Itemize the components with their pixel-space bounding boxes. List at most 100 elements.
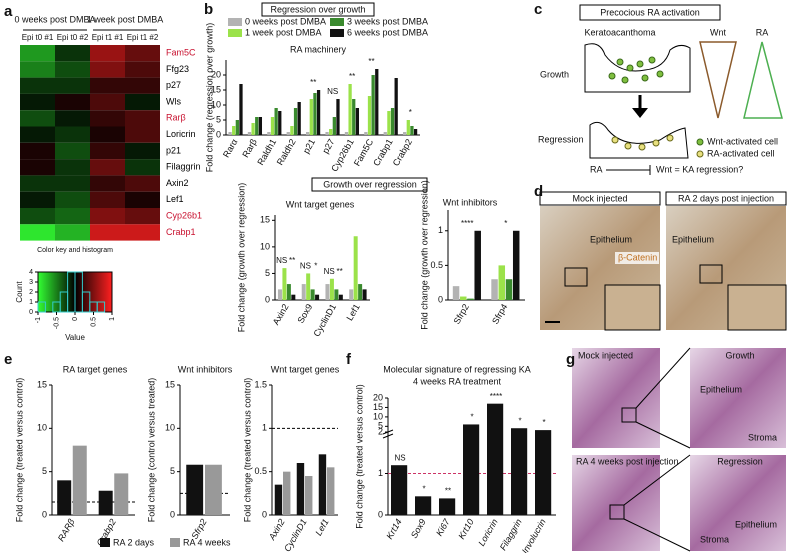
y-tick-label: 0.5 (430, 260, 443, 270)
column-label: Epi t0 #1 (22, 33, 54, 42)
bar (498, 265, 506, 300)
y-tick-label: 5 (170, 466, 175, 476)
heat-cell (55, 175, 90, 192)
bar (375, 69, 379, 135)
chart-title: Regression over growth (270, 4, 365, 14)
heat-cell (55, 224, 90, 241)
wnt-cells (608, 56, 664, 84)
bar (297, 102, 301, 135)
significance: **** (490, 392, 502, 401)
legend-label: 0 weeks post DMBA (245, 16, 326, 26)
micrograph (690, 455, 786, 551)
zoom-box (564, 267, 588, 287)
bar (383, 132, 387, 135)
title-box (311, 177, 428, 192)
heat-cell (20, 45, 55, 62)
heat-cell (55, 61, 90, 78)
y-tick-label: 15 (260, 215, 270, 225)
column-group: 1 week post DMBA (87, 14, 164, 24)
d-label: Epithelium (590, 234, 632, 244)
bar (371, 75, 375, 135)
y-tick-label: 15 (373, 402, 383, 412)
zoom-line (635, 347, 691, 449)
bar (358, 284, 363, 300)
y-tick-label: 1 (262, 423, 267, 433)
bar (306, 273, 311, 300)
bar (274, 484, 283, 515)
legend-swatch (170, 538, 180, 547)
significance: ** (310, 78, 316, 87)
chart-title: Wnt inhibitors (178, 364, 233, 374)
column-label: Epi t1 #1 (92, 33, 124, 42)
significance: NS (324, 267, 335, 276)
bar (410, 126, 414, 135)
significance: * (504, 219, 507, 228)
x-tick-label: RARβ (56, 517, 77, 543)
panel-label: d (534, 183, 543, 200)
bar (283, 471, 291, 515)
y-axis-label: Fold change (regression over growth) (204, 23, 214, 173)
heat-cell (20, 61, 55, 78)
d-stain: β-Catenin (618, 252, 657, 262)
panel-d: Mock injected RA 2 days post injection E… (539, 191, 787, 331)
row-label: p21 (166, 145, 181, 155)
heat-cell (125, 93, 160, 111)
bar (282, 268, 287, 300)
legend-ra (696, 150, 704, 158)
heat-cell (20, 208, 55, 225)
y-tick-label: 0 (262, 509, 267, 519)
y-tick-label: 10 (211, 99, 221, 109)
significance: ** (289, 256, 295, 265)
heat-cell (90, 191, 125, 208)
panel-label: f (346, 351, 352, 368)
bar (235, 120, 239, 135)
heat-cell (125, 110, 160, 127)
y-tick-label: 0 (216, 129, 221, 139)
g-label: Epithelium (700, 384, 742, 394)
heat-cell (125, 208, 160, 225)
x-tick-label: Involucrin (520, 517, 548, 553)
row-label: Wls (166, 96, 181, 106)
bar (415, 496, 432, 515)
y-axis-label: Fold change (treated versus control) (242, 378, 252, 523)
y-tick-label: 10 (165, 423, 175, 433)
significance: * (409, 108, 412, 117)
y-tick-label: 2 (378, 426, 383, 436)
y-tick-label: 0 (438, 294, 443, 304)
bar (310, 289, 315, 300)
bar (228, 132, 232, 135)
arrow-head (632, 108, 648, 118)
bar (355, 108, 360, 135)
y-axis-label: Fold change (growth over regression) (236, 183, 246, 333)
stain-box (615, 252, 659, 264)
bar (309, 99, 313, 135)
bar (267, 132, 271, 135)
column-label: Epi t1 #2 (127, 33, 159, 42)
c-growth: Growth (540, 69, 569, 79)
bar (313, 93, 317, 135)
y-axis-label: Fold change (treated versus control) (354, 384, 364, 529)
heat-cell (20, 110, 55, 127)
bar (338, 294, 343, 300)
heat-cell (125, 159, 160, 176)
legend-label: 6 weeks post DMBA (347, 27, 428, 37)
y-axis-label: Fold change (growth over regression) (419, 180, 429, 330)
bar (316, 90, 321, 135)
x-tick-label: Lef1 (313, 517, 330, 537)
panel-label: b (204, 1, 213, 18)
significance: NS (327, 87, 338, 96)
bar (278, 111, 282, 135)
heat-cell (90, 159, 125, 176)
c-ra: RA (756, 27, 769, 37)
heat-cell (55, 126, 90, 143)
heat-cell (55, 191, 90, 208)
bar (487, 403, 504, 515)
x-tick-label: Sox9 (295, 302, 314, 325)
title-box (539, 191, 661, 206)
histogram-bar (37, 301, 46, 313)
heat-cell (90, 110, 125, 127)
y-tick-label: 1.5 (254, 379, 267, 389)
significance: * (314, 262, 317, 271)
bar (344, 132, 349, 135)
